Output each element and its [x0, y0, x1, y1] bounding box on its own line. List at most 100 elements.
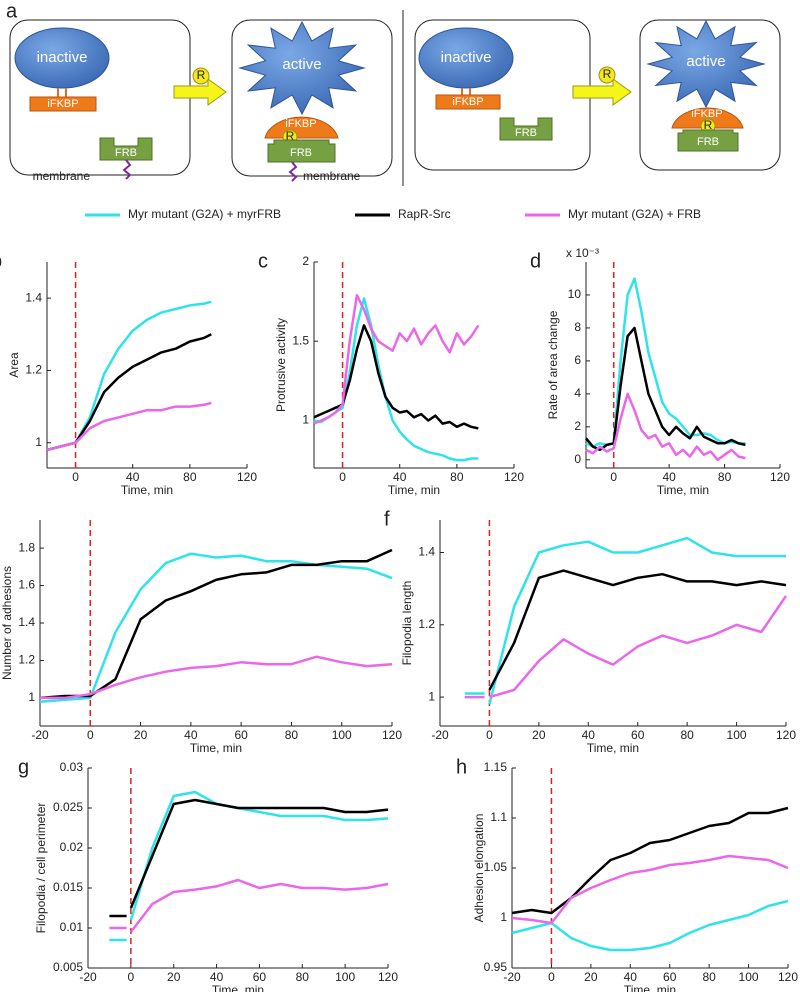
enzyme [14, 27, 110, 89]
enzyme-label: active [282, 56, 321, 73]
drug [192, 67, 210, 85]
series-line [109, 790, 389, 942]
ifkbp-label: iFKBP [452, 96, 483, 108]
y-tick-label: 1.2 [418, 617, 435, 631]
panel-label: c [258, 250, 268, 272]
x-tick-label: 120 [770, 470, 790, 484]
frb [677, 129, 739, 152]
y-tick-label: 8 [574, 320, 581, 334]
x-axis-label: Time, min [657, 483, 709, 497]
y-tick-label: 1.05 [484, 860, 508, 874]
series-line [39, 548, 393, 700]
legend-label: RapR-Src [398, 207, 451, 221]
y-tick-label: 4 [574, 386, 581, 400]
series-line [109, 878, 389, 933]
series-line [464, 536, 786, 705]
x-tick-label: 40 [210, 970, 224, 984]
panel-label: g [18, 756, 29, 778]
series-line [46, 333, 212, 452]
enzyme [418, 27, 514, 89]
x-axis-label: Time, min [624, 983, 676, 992]
series-line [464, 595, 788, 699]
y-tick-label: 1 [500, 910, 507, 924]
legend-label: Myr mutant (G2A) + FRB [568, 207, 701, 221]
x-tick-label: 0 [610, 470, 617, 484]
y-tick-label: 6 [574, 353, 581, 367]
x-tick-label: 20 [532, 728, 546, 742]
x-tick-label: 40 [126, 470, 140, 484]
linker [461, 88, 471, 95]
panel-label: f [384, 508, 390, 530]
x-tick-label: 80 [183, 470, 197, 484]
x-tick-label: 100 [727, 728, 747, 742]
x-tick-label: -20 [431, 728, 449, 742]
enzyme-label: inactive [441, 49, 492, 66]
y-tick-label: 1.6 [18, 578, 35, 592]
y-tick-label: 1.2 [18, 653, 35, 667]
drug-label: R [704, 118, 713, 132]
x-tick-label: 60 [663, 970, 677, 984]
ifkbp-label: iFKBP [47, 98, 78, 110]
x-tick-label: 120 [504, 470, 524, 484]
y-axis-label: Filopodia / cell perimeter [34, 803, 48, 934]
x-tick-label: -20 [503, 970, 521, 984]
x-tick-label: 120 [382, 728, 402, 742]
y-axis-label: Area [7, 352, 21, 378]
x-tick-label: 0 [486, 728, 493, 742]
membrane-label: membrane [33, 169, 91, 183]
y-tick-label: 0 [574, 452, 581, 466]
y-tick-label: 0.015 [53, 880, 83, 894]
panel-label: a [6, 0, 18, 22]
frb-label: FRB [290, 147, 312, 159]
x-tick-label: 0 [339, 470, 346, 484]
series-line [109, 798, 389, 918]
x-axis-label: Time, min [587, 741, 639, 755]
x-tick-label: 0 [128, 970, 135, 984]
y-tick-label: 2 [302, 254, 309, 268]
y-tick-label: 0.03 [60, 760, 84, 774]
x-axis-label: Time, min [190, 741, 242, 755]
enzyme [238, 20, 366, 116]
y-tick-label: 1.15 [484, 760, 508, 774]
series-line [585, 277, 746, 448]
y-tick-label: 1.1 [490, 810, 507, 824]
x-axis-label: Time, min [121, 483, 173, 497]
panel-label: d [530, 250, 541, 272]
x-tick-label: -20 [79, 970, 97, 984]
y-tick-label: 1.4 [18, 615, 35, 629]
ifkbp [29, 96, 97, 112]
x-axis-label: Time, min [212, 983, 264, 992]
series-line [46, 300, 212, 452]
y-tick-label: 10 [568, 287, 582, 301]
ifkbp-label: iFKBP [285, 118, 316, 130]
ifkbp-label: iFKBP [691, 108, 722, 120]
frb-label: FRB [515, 127, 537, 139]
x-tick-label: 80 [680, 728, 694, 742]
y-tick-label: 0.025 [53, 800, 83, 814]
x-tick-label: 120 [237, 470, 257, 484]
y-tick-label: 1.2 [25, 363, 42, 377]
x-tick-label: 0 [87, 728, 94, 742]
y-tick-label: 1.8 [18, 540, 35, 554]
series-line [488, 569, 787, 691]
x-tick-label: 120 [778, 970, 798, 984]
x-tick-label: 40 [393, 470, 407, 484]
x-tick-label: 100 [332, 728, 352, 742]
x-tick-label: 40 [184, 728, 198, 742]
x-tick-label: 120 [378, 970, 398, 984]
y-tick-label: 1.4 [418, 545, 435, 559]
series-line [511, 854, 789, 925]
y-axis-label: Adhesion elongation [472, 814, 486, 923]
panel-label: b [0, 250, 2, 272]
series-line [313, 297, 479, 462]
legend-label: Myr mutant (G2A) + myrFRB [128, 207, 281, 221]
y-tick-label: 1 [428, 689, 435, 703]
drug-label: R [197, 68, 206, 82]
axis-exponent: x 10⁻³ [566, 246, 599, 260]
drug-label: R [286, 129, 295, 143]
y-tick-label: 1 [302, 413, 309, 427]
ifkbp [435, 94, 501, 110]
y-tick-label: 0.02 [60, 840, 84, 854]
frb [499, 117, 553, 141]
arrow [572, 78, 632, 106]
